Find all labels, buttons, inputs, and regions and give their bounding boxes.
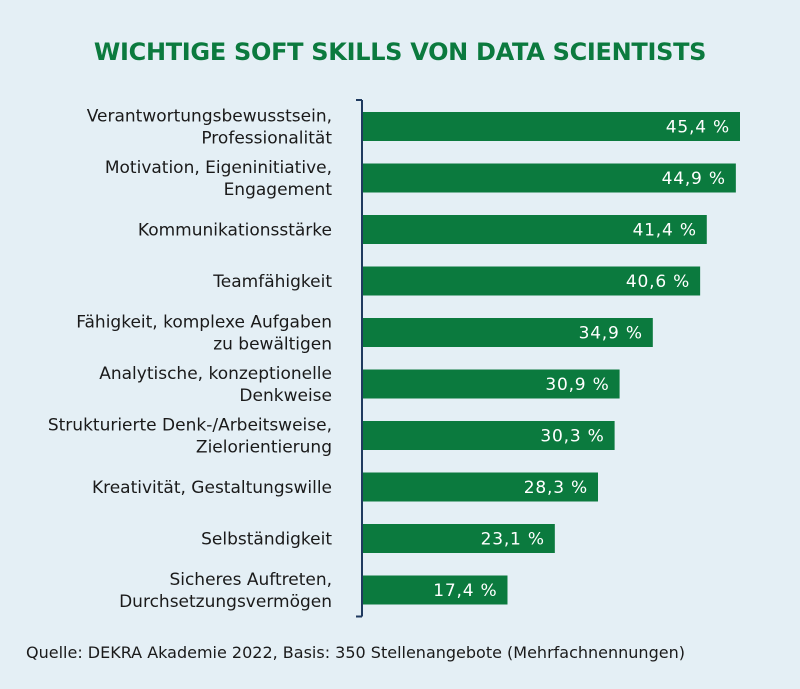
source-note: Quelle: DEKRA Akademie 2022, Basis: 350 … — [26, 643, 685, 662]
category-label: Kommunikationsstärke — [138, 221, 332, 241]
bar-value-label: 23,1 % — [481, 530, 545, 550]
category-label-line: Engagement — [224, 180, 333, 200]
category-label-line: zu bewältigen — [213, 335, 332, 355]
bar-value-label: 30,9 % — [545, 375, 609, 395]
bar — [363, 163, 736, 193]
category-label: Teamfähigkeit — [212, 272, 332, 292]
bar-value-label: 40,6 % — [626, 272, 690, 292]
bar-value-label: 44,9 % — [662, 169, 726, 189]
category-label-line: Motivation, Eigeninitiative, — [105, 158, 332, 178]
category-label: Strukturierte Denk-/Arbeitsweise, Zielori… — [48, 416, 332, 458]
category-label: Motivation, Eigeninitiative, Engagement — [105, 158, 332, 200]
category-label-line: Professionalität — [201, 129, 332, 149]
bar-value-label: 45,4 % — [666, 118, 730, 138]
bar — [363, 112, 740, 141]
category-label: Fähigkeit, komplexe Aufgaben zu bewältige… — [76, 313, 332, 355]
chart-title: WICHTIGE SOFT SKILLS VON DATA SCIENTISTS — [93, 38, 707, 66]
category-label: Kreativität, Gestaltungswille — [92, 478, 332, 498]
category-label: Sicheres Auftreten, Durchsetzungsvermögen — [119, 570, 332, 612]
category-label-line: Strukturierte Denk-/Arbeitsweise, — [48, 416, 332, 436]
category-label-line: Denkweise — [239, 386, 332, 406]
bar-value-label: 17,4 % — [433, 581, 497, 601]
category-label-line: Selbständigkeit — [201, 530, 332, 550]
category-label: Verantwortungsbewusstsein, Professionalit… — [87, 107, 333, 149]
bar — [363, 575, 508, 605]
bar — [363, 266, 701, 296]
category-label-line: Fähigkeit, komplexe Aufgaben — [76, 313, 332, 333]
bar-value-label: 34,9 % — [579, 324, 643, 344]
bar — [363, 215, 707, 244]
category-label-line: Analytische, konzeptionelle — [99, 364, 332, 384]
bar — [363, 524, 555, 553]
category-label-line: Teamfähigkeit — [212, 272, 332, 292]
bar — [363, 318, 653, 347]
category-label-line: Zielorientierung — [196, 438, 332, 458]
bar — [363, 421, 615, 450]
category-label: Selbständigkeit — [201, 530, 332, 550]
category-label-line: Sicheres Auftreten, — [169, 570, 332, 590]
bar — [363, 472, 599, 502]
category-label: Analytische, konzeptionelle Denkweise — [99, 364, 332, 406]
bar — [363, 369, 620, 399]
category-label-line: Verantwortungsbewusstsein, — [87, 107, 332, 127]
category-label-line: Kommunikationsstärke — [138, 221, 332, 241]
category-label-line: Kreativität, Gestaltungswille — [92, 478, 332, 498]
category-label-line: Durchsetzungsvermögen — [119, 592, 332, 612]
bar-value-label: 41,4 % — [633, 221, 697, 241]
bar-value-label: 30,3 % — [540, 427, 604, 447]
bar-value-label: 28,3 % — [524, 478, 588, 498]
